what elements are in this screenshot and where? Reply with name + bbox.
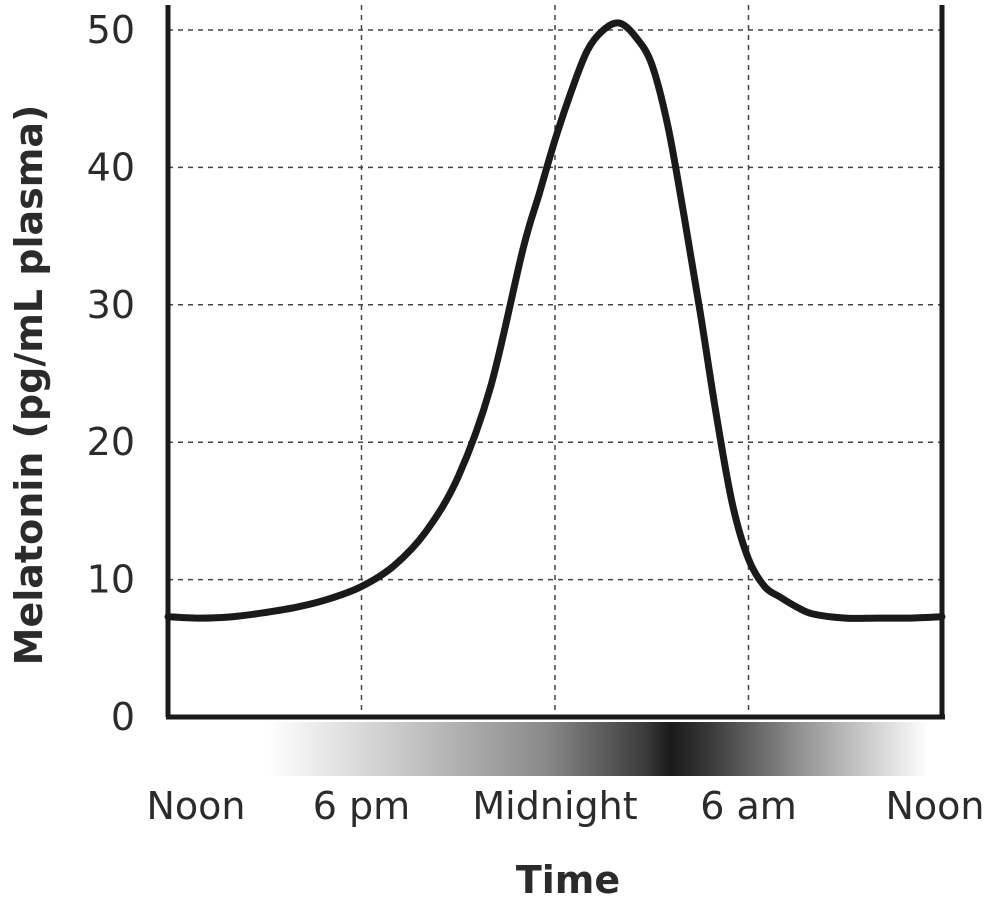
x-tick-label: Noon (146, 784, 245, 828)
x-axis-title: Time (516, 858, 620, 902)
series-layer (164, 19, 946, 622)
x-tick-label: 6 pm (313, 784, 410, 828)
gridlines (168, 5, 942, 717)
y-tick-label: 10 (87, 558, 135, 602)
y-tick-label: 50 (87, 8, 135, 52)
y-tick-label: 30 (87, 283, 135, 327)
x-tick-labels: Noon 6 pm Midnight 6 am Noon (146, 784, 984, 828)
x-tick-label: 6 am (700, 784, 797, 828)
y-axis-title: Melatonin (pg/mL plasma) (7, 105, 51, 666)
x-tick-label: Midnight (472, 784, 637, 828)
y-tick-labels: 0 10 20 30 40 50 (87, 8, 135, 739)
x-tick-label: Noon (885, 784, 984, 828)
axes (165, 5, 945, 720)
night-gradient-band (268, 722, 928, 776)
y-tick-label: 0 (111, 695, 135, 739)
y-tick-label: 20 (87, 420, 135, 464)
y-tick-label: 40 (87, 145, 135, 189)
series-line-melatonin (164, 19, 946, 622)
